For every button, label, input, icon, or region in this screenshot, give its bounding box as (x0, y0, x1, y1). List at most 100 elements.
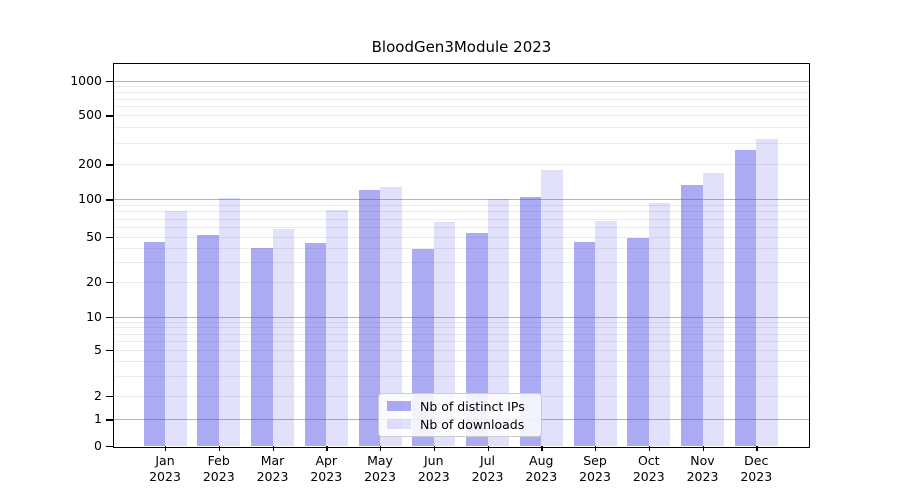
minor-gridline-7 (113, 333, 810, 335)
legend-swatch-downloads (387, 419, 411, 429)
legend-label-downloads: Nb of downloads (420, 416, 525, 432)
bar-downloads-oct (648, 203, 671, 446)
chart-title: BloodGen3Module 2023 (371, 38, 552, 56)
x-tick-jul (487, 446, 489, 451)
x-tick-label-mar: Mar 2023 (256, 453, 289, 484)
legend: Nb of distinct IPs Nb of downloads (378, 393, 542, 437)
minor-gridline-8 (113, 327, 810, 329)
bar-distinct-ips-apr (304, 242, 327, 446)
y-tick-0 (106, 446, 113, 448)
minor-gridline-90 (113, 204, 810, 206)
bar-downloads-aug (541, 169, 563, 446)
bar-downloads-mar (272, 228, 294, 446)
bar-downloads-jan (165, 211, 187, 446)
minor-gridline-400 (113, 127, 810, 129)
y-tick-1000 (106, 80, 113, 83)
x-tick-label-jan: Jan 2023 (149, 453, 181, 484)
minor-gridline-800 (113, 91, 810, 93)
bar-downloads-jul (487, 199, 509, 446)
minor-gridline-300 (113, 142, 810, 144)
minor-gridline-40 (113, 247, 810, 249)
y-tick-50 (106, 236, 113, 239)
y-tick-label-50: 50 (86, 228, 102, 244)
y-tick-label-10: 10 (86, 308, 102, 324)
y-tick-10 (106, 316, 113, 319)
x-tick-mar (272, 446, 274, 451)
x-tick-label-oct: Oct 2023 (632, 453, 665, 484)
minor-gridline-30 (113, 261, 810, 263)
y-tick-2 (106, 396, 113, 398)
minor-gridline-500 (113, 115, 810, 117)
minor-gridline-20 (113, 281, 810, 283)
y-tick-label-5: 5 (94, 342, 102, 357)
x-tick-label-apr: Apr 2023 (310, 453, 343, 484)
bar-distinct-ips-oct (627, 237, 649, 446)
bar-distinct-ips-aug (519, 196, 542, 446)
y-tick-label-500: 500 (78, 107, 102, 123)
x-tick-jan (165, 446, 167, 451)
legend-item-distinct-ips: Nb of distinct IPs (387, 399, 533, 414)
bar-distinct-ips-jul (466, 232, 488, 446)
minor-gridline-5 (113, 350, 810, 351)
x-tick-nov (702, 446, 704, 451)
x-tick-oct (648, 446, 651, 451)
x-tick-label-nov: Nov 2023 (686, 453, 719, 484)
x-tick-jun (433, 446, 436, 451)
legend-swatch-distinct-ips (387, 401, 411, 411)
x-tick-label-aug: Aug 2023 (525, 453, 558, 484)
major-gridline-100 (113, 199, 810, 201)
x-tick-aug (541, 446, 543, 451)
minor-gridline-60 (113, 226, 810, 228)
bar-downloads-dec (756, 139, 778, 446)
bar-distinct-ips-dec (734, 150, 757, 446)
bar-distinct-ips-jan (143, 241, 165, 446)
bar-distinct-ips-nov (681, 185, 703, 446)
y-tick-label-0: 0 (94, 438, 102, 453)
minor-gridline-80 (113, 211, 810, 213)
x-tick-label-dec: Dec 2023 (740, 453, 773, 484)
legend-item-downloads: Nb of downloads (387, 417, 533, 432)
bar-distinct-ips-may (358, 190, 380, 446)
minor-gridline-70 (113, 218, 810, 220)
bar-distinct-ips-sep (573, 241, 595, 446)
bar-distinct-ips-mar (251, 247, 273, 446)
y-tick-100 (106, 199, 113, 201)
y-tick-label-2: 2 (94, 388, 102, 403)
x-tick-label-sep: Sep 2023 (579, 453, 611, 484)
y-tick-label-1000: 1000 (70, 72, 102, 88)
minor-gridline-9 (113, 321, 810, 323)
x-tick-apr (326, 446, 328, 451)
bar-distinct-ips-feb (197, 234, 219, 446)
legend-label-distinct-ips: Nb of distinct IPs (420, 398, 525, 414)
x-tick-label-jun: Jun 2023 (417, 453, 450, 484)
y-tick-label-100: 100 (78, 191, 102, 207)
minor-gridline-700 (113, 98, 810, 100)
minor-gridline-600 (113, 106, 810, 108)
x-tick-feb (218, 446, 221, 451)
y-tick-5 (106, 350, 113, 352)
x-tick-label-may: May 2023 (364, 453, 396, 484)
bar-downloads-may (380, 187, 402, 446)
major-gridline-10 (113, 316, 810, 318)
minor-gridline-6 (113, 341, 810, 343)
y-tick-20 (106, 281, 113, 284)
x-tick-sep (595, 446, 597, 451)
x-tick-may (380, 446, 382, 451)
y-tick-500 (106, 115, 113, 117)
bar-downloads-sep (595, 220, 617, 446)
bar-downloads-apr (326, 210, 348, 446)
bar-downloads-nov (702, 172, 724, 446)
minor-gridline-3 (113, 375, 810, 377)
major-gridline-1000 (113, 80, 810, 82)
minor-gridline-4 (113, 361, 810, 363)
bar-downloads-feb (218, 198, 241, 446)
y-tick-200 (106, 164, 113, 166)
y-tick-1 (106, 419, 113, 421)
y-tick-label-1: 1 (94, 411, 102, 427)
y-tick-label-200: 200 (78, 156, 102, 172)
minor-gridline-900 (113, 85, 810, 87)
x-tick-label-jul: Jul 2023 (471, 453, 504, 484)
x-tick-label-feb: Feb 2023 (202, 453, 235, 484)
minor-gridline-50 (113, 236, 810, 238)
